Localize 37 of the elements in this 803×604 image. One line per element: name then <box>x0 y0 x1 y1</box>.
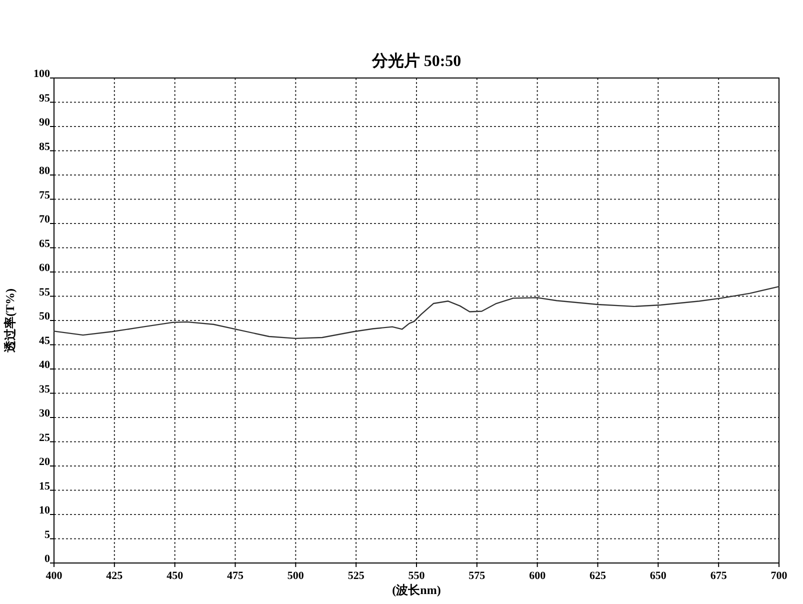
x-tick-label: 500 <box>287 570 304 582</box>
x-tick-label: 650 <box>650 570 667 582</box>
y-tick-label: 35 <box>39 383 50 396</box>
y-tick-label: 65 <box>39 238 50 250</box>
x-tick-label: 600 <box>529 570 546 582</box>
x-tick-label: 700 <box>770 570 788 582</box>
x-tick-label: 475 <box>227 570 244 582</box>
x-tick-label: 675 <box>710 570 728 582</box>
y-tick-label: 95 <box>39 92 50 104</box>
y-axis-title: 透过率(T%) <box>3 288 17 354</box>
x-tick-label: 575 <box>468 570 486 582</box>
y-tick-label: 60 <box>39 262 50 274</box>
y-tick-label: 80 <box>39 165 50 177</box>
y-tick-label: 100 <box>34 68 50 80</box>
chart-title: 分光片 50:50 <box>370 52 462 70</box>
y-tick-label: 5 <box>44 528 50 541</box>
y-tick-label: 55 <box>39 286 50 298</box>
y-tick-label: 20 <box>39 456 50 468</box>
y-tick-label: 75 <box>39 189 50 202</box>
x-tick-label: 525 <box>348 570 365 582</box>
x-tick-label: 400 <box>46 570 63 582</box>
y-tick-label: 15 <box>39 480 50 492</box>
x-tick-label: 625 <box>590 570 606 582</box>
y-tick-label: 70 <box>39 214 50 226</box>
x-tick-label: 425 <box>106 570 124 582</box>
y-tick-label: 10 <box>39 504 50 516</box>
y-tick-label: 0 <box>44 553 50 565</box>
y-tick-label: 30 <box>39 408 50 420</box>
y-tick-label: 25 <box>39 432 50 444</box>
y-tick-label: 50 <box>39 310 50 322</box>
x-axis-title: (波长nm) <box>392 583 441 597</box>
y-tick-label: 90 <box>39 116 50 128</box>
y-tick-label: 85 <box>39 140 50 153</box>
y-tick-label: 45 <box>39 334 50 347</box>
x-tick-label: 450 <box>166 570 184 582</box>
y-tick-label: 40 <box>39 359 50 371</box>
x-tick-label: 550 <box>408 570 426 582</box>
